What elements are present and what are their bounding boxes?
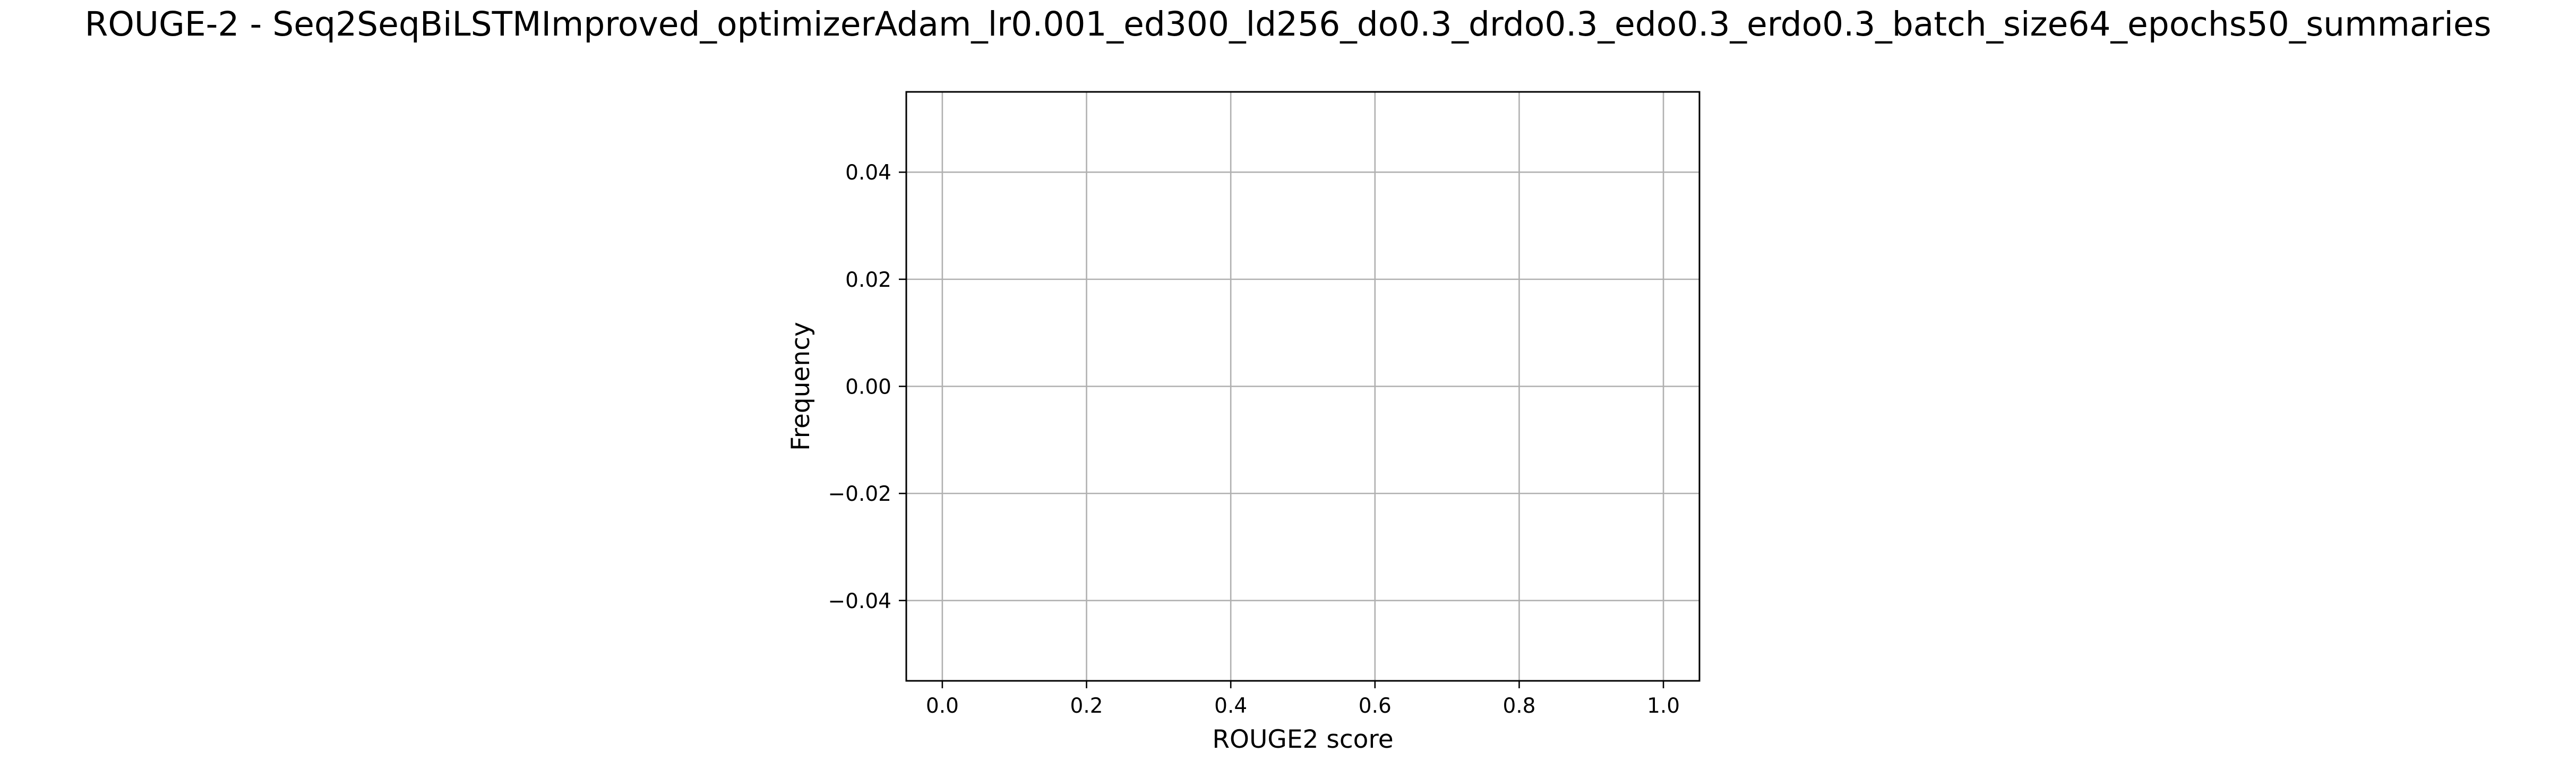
x-tick-label: 1.0 bbox=[1647, 694, 1680, 718]
y-tick-label: 0.02 bbox=[845, 268, 891, 292]
y-tick-label: 0.04 bbox=[845, 161, 891, 185]
y-tick-label: −0.02 bbox=[828, 482, 891, 506]
y-tick-label: 0.00 bbox=[845, 375, 891, 399]
chart-title: ROUGE-2 - Seq2SeqBiLSTMImproved_optimize… bbox=[84, 5, 2492, 44]
axis-ticks: 0.0 0.2 0.4 0.6 0.8 1.0 −0.04 −0.02 0.00 0.02 0.04 bbox=[828, 161, 1680, 718]
plot-area-frame bbox=[905, 91, 1701, 682]
grid-lines bbox=[906, 92, 1699, 681]
x-tick-label: 0.6 bbox=[1359, 694, 1392, 718]
x-tick-label: 0.2 bbox=[1070, 694, 1103, 718]
x-tick-label: 0.8 bbox=[1502, 694, 1535, 718]
x-tick-label: 0.4 bbox=[1214, 694, 1247, 718]
x-axis-label: ROUGE2 score bbox=[1212, 725, 1393, 754]
x-tick-label: 0.0 bbox=[926, 694, 959, 718]
y-axis-label: Frequency bbox=[786, 322, 815, 451]
y-tick-label: −0.04 bbox=[828, 589, 891, 613]
